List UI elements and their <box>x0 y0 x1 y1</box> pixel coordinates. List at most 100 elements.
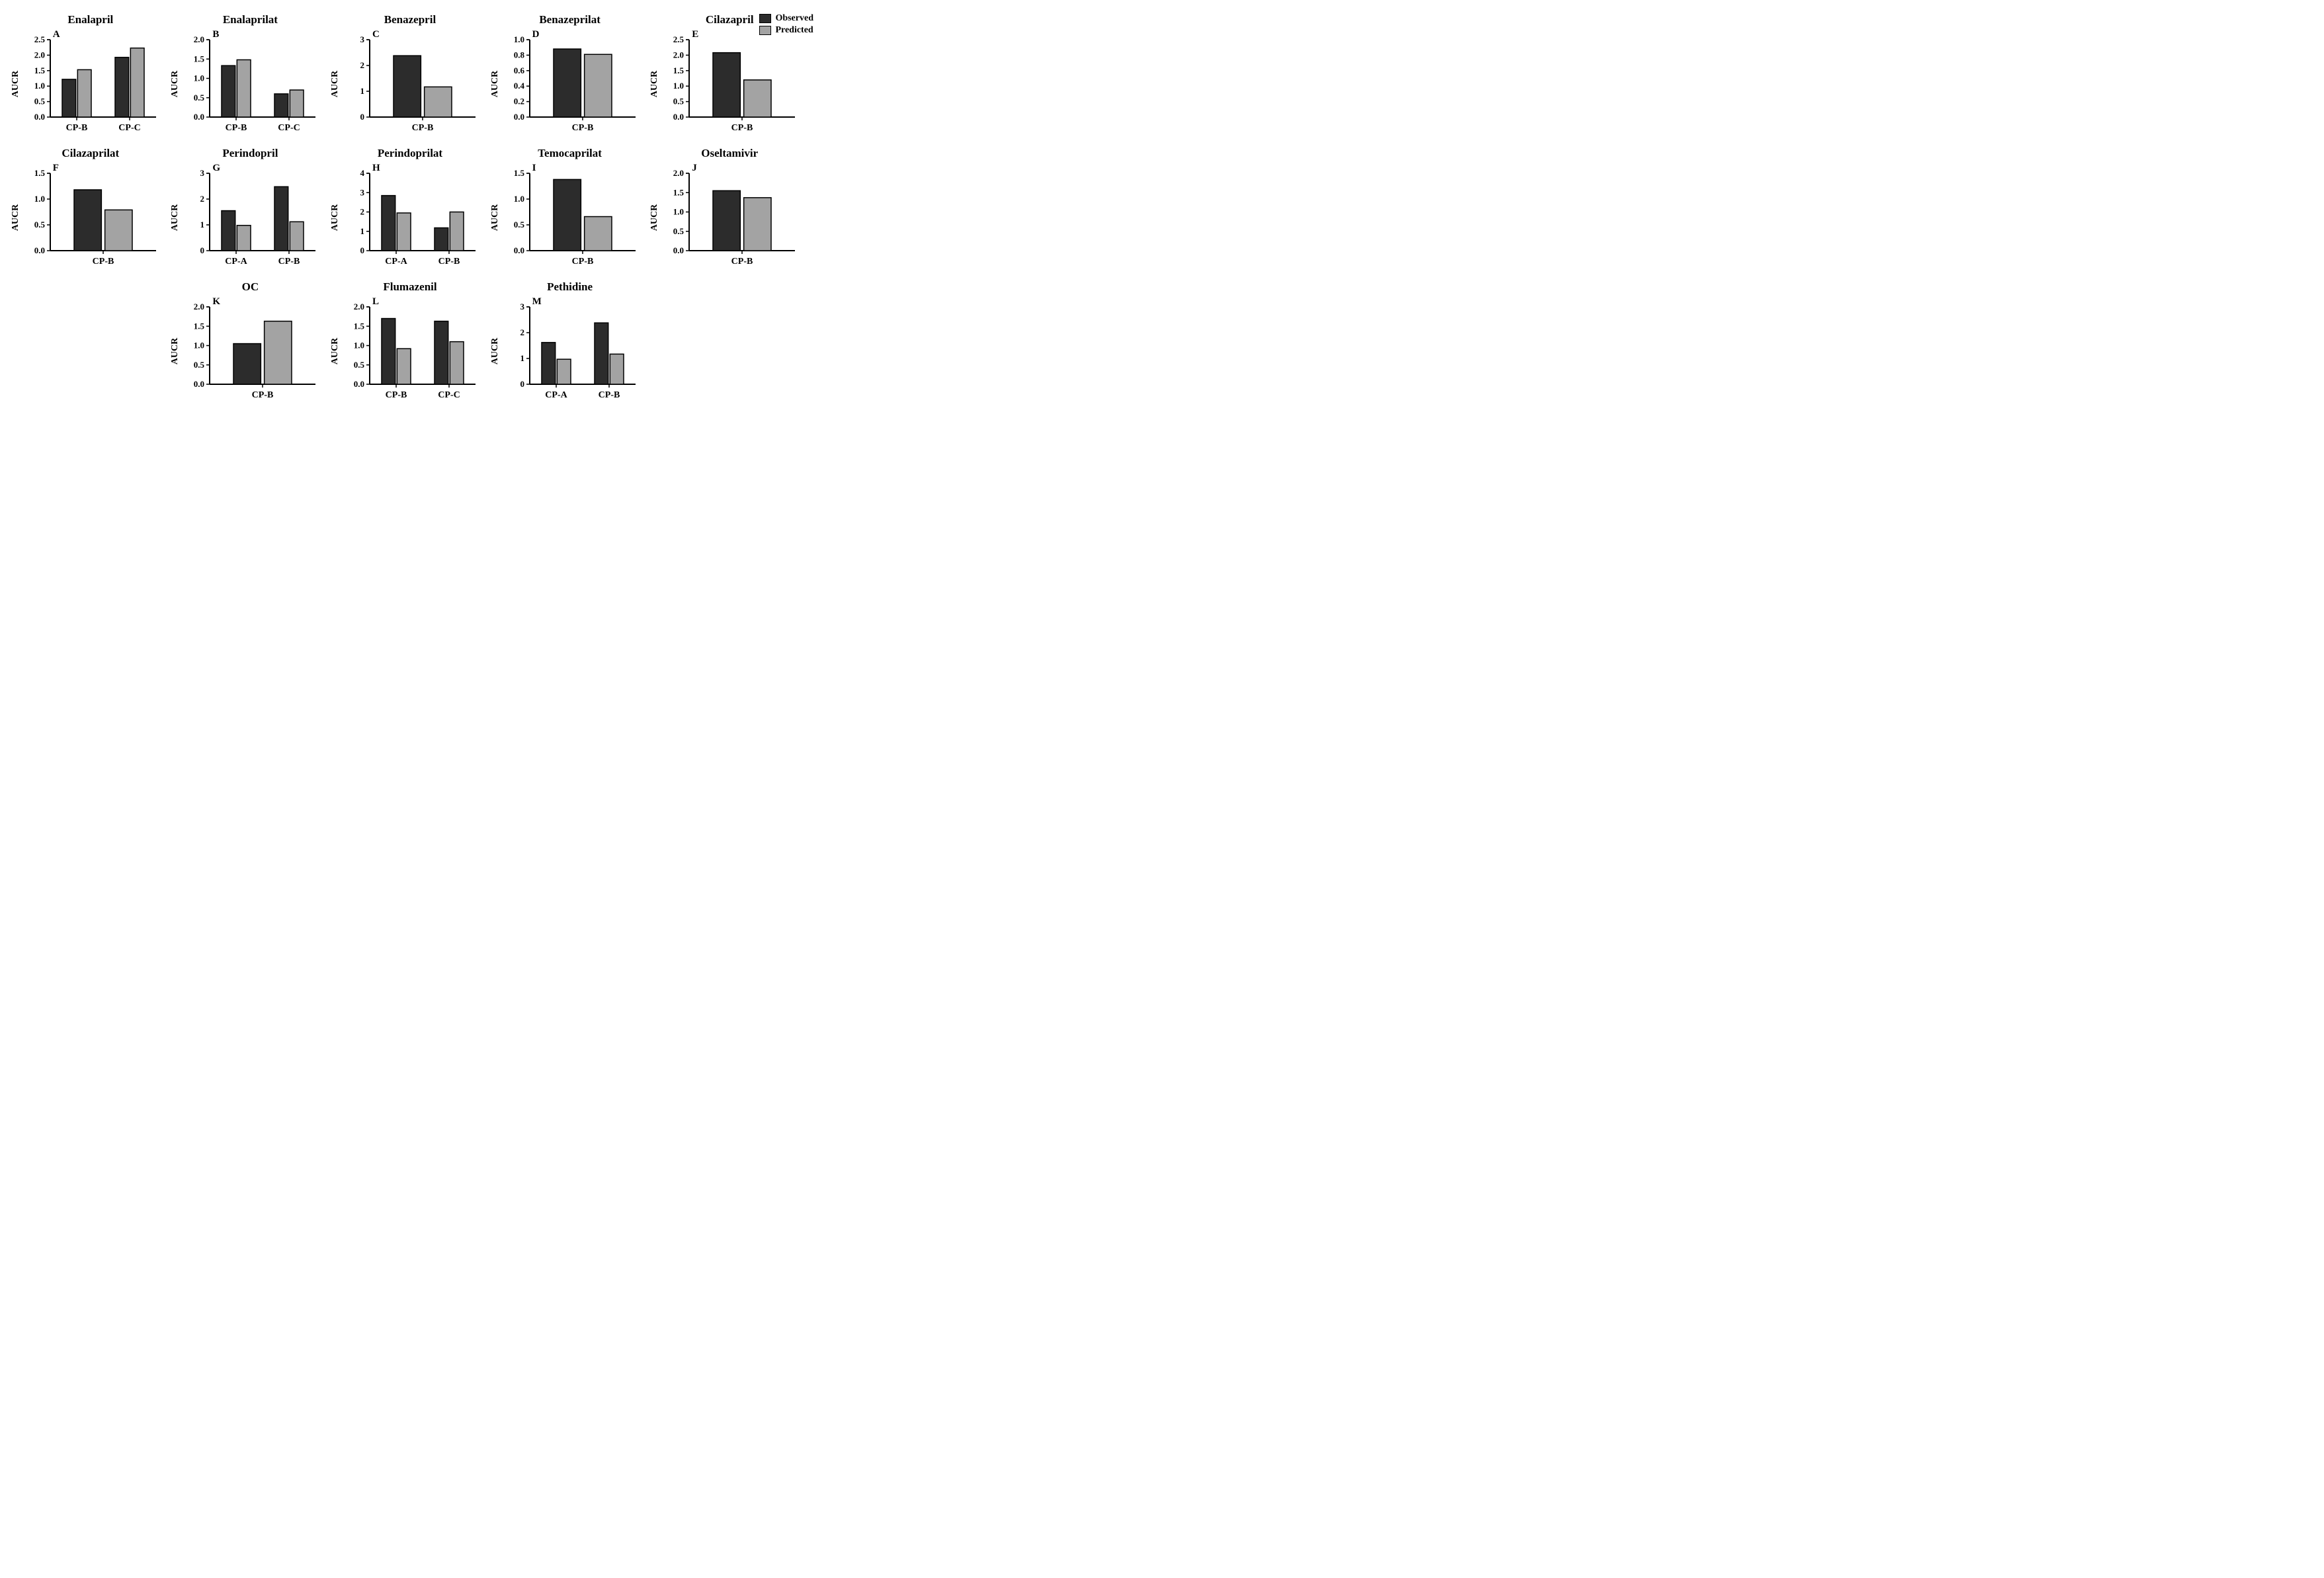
bar-predicted <box>290 222 304 251</box>
svg-text:1.0: 1.0 <box>34 194 45 204</box>
chart-svg: 0.00.51.01.52.0CP-B <box>660 161 799 270</box>
svg-text:0.5: 0.5 <box>194 93 205 103</box>
svg-text:0: 0 <box>360 112 364 122</box>
svg-text:1.5: 1.5 <box>673 187 685 197</box>
svg-text:1.5: 1.5 <box>354 321 365 331</box>
panel-letter: G <box>212 163 220 174</box>
svg-text:0.5: 0.5 <box>673 97 685 106</box>
chart-panel: Oseltamivir0.00.51.01.52.0CP-BJAUCR <box>652 147 807 274</box>
chart-panel: Cilazaprilat0.00.51.01.5CP-BFAUCR <box>13 147 168 274</box>
chart-svg: 0.00.51.01.52.0CP-BCP-C <box>181 28 319 137</box>
svg-text:1.5: 1.5 <box>194 321 205 331</box>
chart-wrap: 0123CP-ACP-BGAUCR <box>181 161 319 274</box>
bar-predicted <box>397 349 411 384</box>
bar-predicted <box>290 90 304 117</box>
legend-swatch-observed <box>759 14 771 23</box>
svg-text:2.0: 2.0 <box>34 50 45 60</box>
bar-predicted <box>104 210 132 251</box>
chart-panel: Enalapril0.00.51.01.52.02.5CP-BCP-CAAUCR <box>13 13 168 140</box>
bar-predicted <box>584 54 611 117</box>
chart-panel: Flumazenil0.00.51.01.52.0CP-BCP-CLAUCR <box>333 280 487 407</box>
svg-text:CP-C: CP-C <box>438 390 460 400</box>
svg-text:CP-B: CP-B <box>386 390 407 400</box>
panel-title: Benazepril <box>384 13 436 26</box>
svg-text:1.5: 1.5 <box>673 65 685 75</box>
svg-text:2: 2 <box>520 327 524 337</box>
svg-text:1.5: 1.5 <box>194 54 205 63</box>
svg-text:1.5: 1.5 <box>513 168 524 178</box>
chart-svg: 0.00.20.40.60.81.0CP-B <box>501 28 640 137</box>
bar-observed <box>382 319 395 384</box>
chart-wrap: 01234CP-ACP-BHAUCR <box>341 161 479 274</box>
bar-predicted <box>265 321 292 384</box>
svg-text:2.5: 2.5 <box>34 34 46 44</box>
svg-text:4: 4 <box>360 168 364 178</box>
chart-wrap: 0123CP-BCAUCR <box>341 28 479 140</box>
panel-title: Flumazenil <box>383 280 436 294</box>
svg-text:1: 1 <box>200 220 205 229</box>
svg-text:0.4: 0.4 <box>513 81 524 91</box>
y-axis-label: AUCR <box>490 71 501 97</box>
chart-panel: Pethidine0123CP-ACP-BMAUCR <box>493 280 647 407</box>
svg-text:CP-B: CP-B <box>92 257 114 267</box>
svg-text:CP-C: CP-C <box>278 123 300 133</box>
bar-observed <box>74 190 101 251</box>
svg-text:0.0: 0.0 <box>673 112 684 122</box>
chart-panel: Perindopril0123CP-ACP-BGAUCR <box>173 147 328 274</box>
chart-panel: Benazeprilat0.00.20.40.60.81.0CP-BDAUCR <box>493 13 647 140</box>
y-axis-label: AUCR <box>330 338 341 364</box>
svg-text:0.5: 0.5 <box>513 220 524 229</box>
panel-title: Enalaprilat <box>223 13 278 26</box>
svg-text:2.0: 2.0 <box>194 34 204 44</box>
chart-wrap: 0.00.51.01.52.0CP-BJAUCR <box>660 161 799 274</box>
svg-text:2.5: 2.5 <box>673 34 685 44</box>
panel-letter: M <box>532 296 542 308</box>
svg-text:CP-B: CP-B <box>226 123 247 133</box>
svg-text:0.2: 0.2 <box>513 97 524 106</box>
bar-predicted <box>237 60 251 117</box>
chart-svg: 0.00.51.01.52.02.5CP-B <box>660 28 799 137</box>
chart-panel: OC0.00.51.01.52.0CP-BKAUCR <box>173 280 328 407</box>
svg-text:3: 3 <box>360 34 364 44</box>
svg-text:1.0: 1.0 <box>194 73 204 83</box>
svg-text:2.0: 2.0 <box>194 302 204 311</box>
bar-observed <box>435 228 448 251</box>
bar-observed <box>382 196 395 251</box>
panel-title: Enalapril <box>67 13 113 26</box>
chart-svg: 0123CP-ACP-B <box>181 161 319 270</box>
bar-observed <box>222 65 235 117</box>
panel-letter: C <box>372 29 380 40</box>
bar-predicted <box>450 342 464 384</box>
bar-predicted <box>77 69 91 117</box>
svg-text:1.0: 1.0 <box>354 341 364 351</box>
svg-text:0: 0 <box>360 245 364 255</box>
svg-text:1: 1 <box>520 353 524 363</box>
panel-title: Pethidine <box>547 280 593 294</box>
svg-text:CP-B: CP-B <box>571 123 593 133</box>
panel-letter: A <box>53 29 60 40</box>
svg-text:0.0: 0.0 <box>673 245 684 255</box>
chart-svg: 0123CP-ACP-B <box>501 295 640 404</box>
panel-title: Perindopril <box>222 147 278 160</box>
bar-predicted <box>450 212 464 251</box>
svg-text:CP-B: CP-B <box>252 390 274 400</box>
bar-predicted <box>584 217 611 251</box>
chart-wrap: 0.00.51.01.52.02.5CP-BEAUCR <box>660 28 799 140</box>
y-axis-label: AUCR <box>649 204 660 231</box>
svg-text:CP-B: CP-B <box>731 123 753 133</box>
svg-text:CP-A: CP-A <box>545 390 567 400</box>
y-axis-label: AUCR <box>490 204 501 231</box>
svg-text:CP-B: CP-B <box>598 390 620 400</box>
svg-text:CP-B: CP-B <box>731 257 753 267</box>
svg-text:3: 3 <box>200 168 205 178</box>
chart-panel: Benazepril 0123CP-BCAUCR <box>333 13 487 140</box>
bar-predicted <box>397 213 411 251</box>
chart-wrap: 0.00.51.01.5CP-BIAUCR <box>501 161 640 274</box>
panel-letter: I <box>532 163 536 174</box>
svg-text:0.0: 0.0 <box>34 245 45 255</box>
svg-text:0.0: 0.0 <box>354 379 364 389</box>
bar-observed <box>394 56 421 117</box>
bar-predicted <box>610 354 624 384</box>
svg-text:0.0: 0.0 <box>513 245 524 255</box>
panel-letter: H <box>372 163 380 174</box>
